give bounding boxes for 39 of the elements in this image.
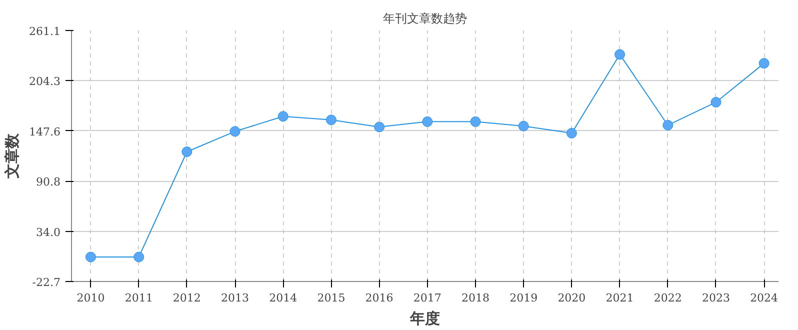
x-axis-title: 年度 [409, 310, 440, 328]
x-tick-label: 2016 [365, 292, 394, 304]
x-tick-label: 2022 [654, 292, 682, 304]
x-tick-label: 2012 [172, 292, 201, 304]
point [662, 120, 674, 130]
point [230, 126, 240, 137]
point [566, 128, 577, 138]
x-tick-label: 2023 [702, 292, 730, 304]
y-tick-label: 204.3 [29, 75, 61, 88]
y-tick-label: 90.8 [36, 176, 61, 189]
x-tick-label: 2021 [606, 292, 634, 304]
point [85, 252, 96, 262]
point [134, 252, 144, 262]
y-tick-label: 34.0 [36, 226, 61, 239]
point [710, 96, 722, 108]
y-tick-label: 261.1 [29, 25, 61, 38]
point [374, 122, 385, 132]
point [326, 114, 336, 126]
point [182, 146, 192, 157]
chart-title: 年刊文章数趋势 [383, 12, 467, 26]
x-tick-label: 2024 [750, 292, 778, 304]
point [278, 111, 288, 122]
point [614, 49, 626, 60]
y-tick-label: 147.6 [29, 125, 61, 138]
x-tick-label: 2014 [269, 292, 298, 304]
x-tick-label: 2010 [76, 292, 105, 304]
x-tick-label: 2013 [221, 292, 250, 304]
x-tick-label: 2018 [462, 292, 490, 304]
x-tick-label: 2019 [510, 292, 538, 304]
point [422, 116, 433, 127]
x-tick-label: 2015 [317, 292, 346, 304]
y-axis-title: 文章数 [3, 132, 22, 180]
point [518, 120, 529, 132]
y-tick-label: -22.7 [32, 276, 61, 289]
x-tick-label: 2017 [413, 292, 442, 304]
x-tick-label: 2020 [558, 292, 586, 304]
point [758, 58, 770, 69]
x-tick-label: 2011 [124, 292, 153, 304]
point [470, 116, 481, 127]
